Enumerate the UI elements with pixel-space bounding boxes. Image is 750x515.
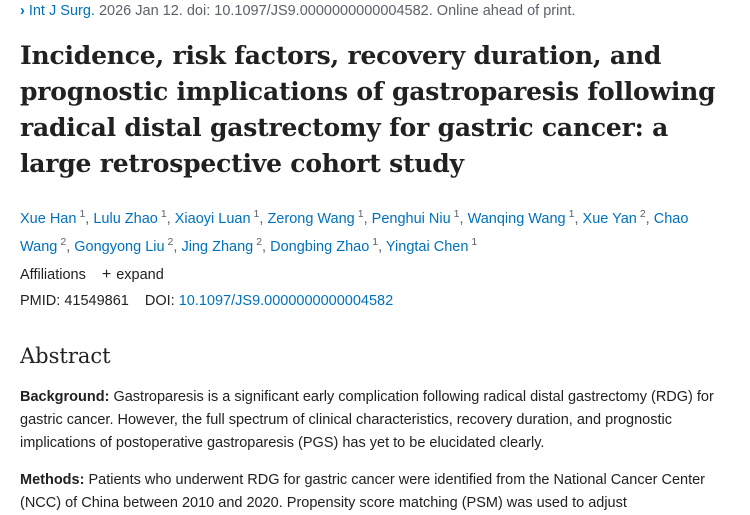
author-separator: , [85,210,94,227]
author-item: Jing Zhang 2 [181,235,263,255]
author-link[interactable]: Xue Yan [582,210,637,227]
author-separator: , [173,238,182,255]
author-affiliation-number[interactable]: 2 [167,235,174,248]
author-link[interactable]: Jing Zhang [181,238,254,255]
author-item: Xue Yan 2 [582,208,646,227]
plus-icon: + [101,266,112,283]
author-affiliation-number[interactable]: 1 [79,208,86,220]
author-item: Penghui Niu 1 [371,208,460,227]
methods-text: Patients who underwent RDG for gastric c… [20,472,706,511]
author-separator: , [378,238,386,255]
author-item: Wanqing Wang 1 [467,208,575,227]
author-affiliation-number[interactable]: 1 [160,208,167,220]
author-link[interactable]: Wanqing Wang [467,210,566,227]
pmid-value: 41549861 [64,293,129,309]
author-item: Gongyong Liu 2 [74,235,174,255]
author-separator: , [459,210,468,227]
author-item: Xiaoyi Luan 1 [174,208,260,227]
doi-link[interactable]: 10.1097/JS9.0000000000004582 [178,293,394,309]
author-affiliation-number[interactable]: 2 [256,235,263,248]
abstract-methods: Methods: Patients who underwent RDG for … [20,469,732,515]
journal-link[interactable]: Int J Surg. [28,3,95,19]
abstract-background: Background: Gastroparesis is a significa… [20,386,732,455]
expand-affiliations-button[interactable]: + expand [101,266,164,283]
author-separator: , [259,210,268,227]
author-separator: , [645,210,654,227]
author-affiliation-number[interactable]: 2 [639,208,646,220]
author-item: Lulu Zhao 1 [93,208,167,227]
author-link[interactable]: Lulu Zhao [93,210,158,227]
pmid-label: PMID: [20,293,61,309]
author-affiliation-number[interactable]: 1 [372,235,379,248]
methods-label: Methods: [20,472,85,488]
chevron-right-icon[interactable]: › [20,3,25,19]
author-separator: , [66,238,75,255]
author-link[interactable]: Chao Wang [20,210,689,255]
author-link[interactable]: Penghui Niu [371,210,451,227]
author-item: Chao Wang 2 [20,211,688,255]
author-link[interactable]: Zerong Wang [267,210,355,227]
author-affiliation-number[interactable]: 1 [453,208,460,220]
author-affiliation-number[interactable]: 1 [357,208,364,220]
doi-label: DOI: [144,293,175,309]
author-link[interactable]: Gongyong Liu [74,238,165,255]
authors-list: Xue Han 1, Lulu Zhao 1, Xiaoyi Luan 1, Zero… [20,203,735,259]
author-separator: , [363,210,372,227]
background-label: Background: [20,389,110,405]
author-affiliation-number[interactable]: 1 [253,208,260,220]
author-link[interactable]: Xiaoyi Luan [174,210,251,227]
author-affiliation-number[interactable]: 1 [471,235,478,248]
author-affiliation-number[interactable]: 2 [60,235,67,248]
author-link[interactable]: Yingtai Chen [385,238,469,255]
identifiers-row: PMID: 41549861 DOI: 10.1097/JS9.00000000… [20,293,393,309]
expand-label: expand [116,267,164,283]
author-separator: , [574,210,583,227]
citation-line: › Int J Surg. 2026 Jan 12. doi: 10.1097/J… [20,3,575,19]
affiliations-label: Affiliations [20,267,86,283]
author-separator: , [262,238,271,255]
background-text: Gastroparesis is a significant early com… [20,389,714,451]
author-item: Yingtai Chen 1 [385,235,478,255]
author-link[interactable]: Dongbing Zhao [270,238,370,255]
author-affiliation-number[interactable]: 1 [568,208,575,220]
citation-details: 2026 Jan 12. doi: 10.1097/JS9.0000000000… [94,3,576,19]
author-item: Dongbing Zhao 1 [270,235,379,255]
author-item: Xue Han 1 [20,208,86,227]
author-separator: , [166,210,175,227]
abstract-heading: Abstract [20,344,111,368]
author-link[interactable]: Xue Han [20,210,77,227]
affiliations-row: Affiliations + expand [20,266,164,284]
article-title: Incidence, risk factors, recovery durati… [20,41,716,178]
author-item: Zerong Wang 1 [267,208,364,227]
